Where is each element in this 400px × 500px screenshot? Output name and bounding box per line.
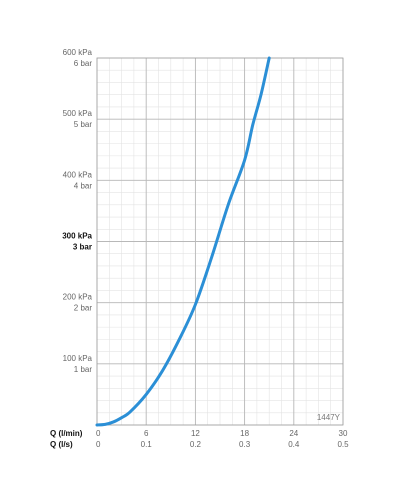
plot-frame — [96, 57, 344, 426]
pressure-curve — [95, 56, 271, 427]
x-axis-label-ls: Q (l/s) — [50, 440, 73, 449]
x-tick-label-ls: 0.5 — [337, 440, 349, 449]
major-grid — [97, 58, 343, 425]
x-tick-label-lmin: 12 — [191, 429, 200, 438]
y-tick-label-bar: 6 bar — [74, 59, 93, 68]
y-tick-label-bar: 3 bar — [73, 243, 92, 252]
y-tick-label-kpa: 300 kPa — [62, 232, 92, 241]
x-tick-label-ls: 0 — [96, 440, 101, 449]
x-tick-label-lmin: 0 — [96, 429, 101, 438]
y-tick-label-kpa: 100 kPa — [63, 354, 93, 363]
series-layer — [95, 56, 271, 427]
y-tick-label-bar: 4 bar — [74, 181, 93, 190]
x-tick-label-lmin: 18 — [240, 429, 249, 438]
x-tick-label-lmin: 30 — [339, 429, 348, 438]
x-tick-label-ls: 0.3 — [239, 440, 251, 449]
y-tick-label-bar: 1 bar — [74, 365, 93, 374]
x-tick-labels: 0 0 6 0.1 12 0.2 18 0.3 24 0.4 30 0.5 — [96, 429, 349, 449]
y-tick-label-kpa: 200 kPa — [63, 293, 93, 302]
chart-code-label: 1447Y — [317, 413, 341, 422]
x-tick-label-lmin: 24 — [289, 429, 298, 438]
y-tick-label-kpa: 600 kPa — [63, 48, 93, 57]
x-tick-label-lmin: 6 — [144, 429, 149, 438]
x-tick-label-ls: 0.1 — [141, 440, 153, 449]
y-tick-labels: 100 kPa 1 bar 200 kPa 2 bar 300 kPa 3 bar 400 … — [62, 48, 92, 374]
x-tick-label-ls: 0.4 — [288, 440, 300, 449]
y-tick-label-kpa: 500 kPa — [63, 109, 93, 118]
y-tick-label-bar: 5 bar — [74, 120, 93, 129]
x-axis-label-lmin: Q (l/min) — [50, 429, 83, 438]
x-tick-label-ls: 0.2 — [190, 440, 202, 449]
y-tick-label-bar: 2 bar — [74, 304, 93, 313]
y-tick-label-kpa: 400 kPa — [63, 170, 93, 179]
